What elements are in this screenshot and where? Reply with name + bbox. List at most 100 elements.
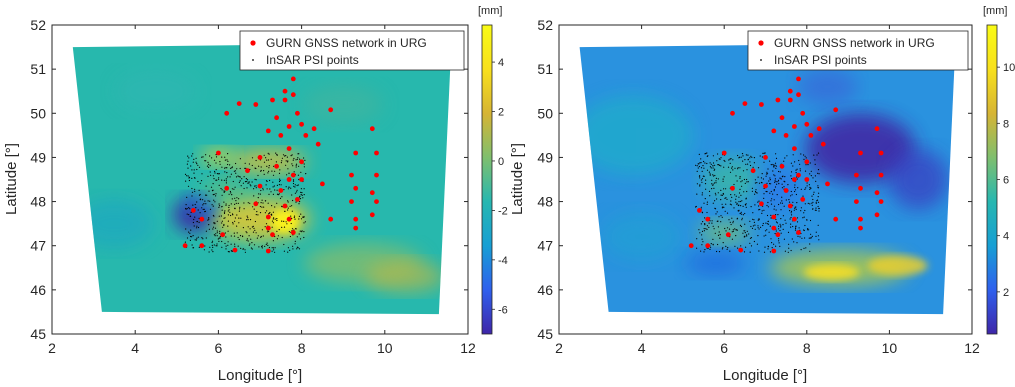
psi-point (718, 251, 721, 253)
psi-point (292, 159, 294, 161)
left-y-ticks: 45 46 47 48 49 50 51 52 (30, 17, 468, 342)
psi-point (711, 183, 713, 185)
psi-point (711, 222, 713, 224)
psi-point (815, 235, 817, 237)
psi-point (299, 198, 302, 200)
gnss-station-marker (825, 181, 830, 187)
psi-point (252, 231, 255, 233)
gnss-station-marker (775, 97, 781, 103)
psi-point (283, 220, 285, 222)
psi-point (199, 182, 201, 184)
gnss-station-marker (286, 216, 292, 222)
psi-point (215, 195, 217, 197)
map-colour-patch (803, 264, 860, 281)
psi-point (296, 158, 298, 160)
psi-point (810, 187, 812, 189)
gnss-station-marker (816, 126, 822, 132)
psi-point (769, 183, 771, 185)
y-tick-label: 52 (537, 17, 553, 33)
psi-point (287, 161, 289, 163)
psi-point (242, 182, 244, 184)
psi-point (292, 180, 295, 182)
psi-point (237, 202, 239, 204)
psi-point (753, 157, 756, 159)
psi-point (796, 178, 798, 180)
psi-point (298, 153, 300, 155)
psi-point (754, 190, 757, 193)
psi-point (803, 216, 805, 218)
psi-point (281, 226, 283, 228)
psi-point (207, 200, 209, 202)
psi-point (225, 182, 227, 184)
psi-point (301, 192, 303, 194)
psi-point (234, 245, 236, 247)
psi-point (197, 180, 199, 183)
psi-point (262, 189, 264, 191)
psi-point (276, 189, 278, 191)
psi-point (221, 179, 223, 181)
psi-point (219, 235, 221, 238)
left-legend-psi-label: InSAR PSI points (266, 53, 359, 67)
psi-point (708, 190, 711, 192)
psi-point (766, 171, 768, 173)
psi-point (279, 179, 281, 182)
psi-point (211, 204, 213, 206)
colorbar-tick-label: 0 (498, 156, 504, 168)
psi-point (266, 188, 268, 190)
psi-point (780, 202, 782, 204)
psi-point (193, 169, 195, 171)
psi-point (747, 159, 749, 161)
psi-point (229, 211, 231, 213)
psi-point (802, 217, 804, 219)
psi-point (285, 221, 287, 223)
psi-point (704, 183, 707, 185)
psi-point (798, 159, 800, 162)
psi-point (271, 250, 273, 252)
psi-point (702, 221, 704, 223)
psi-point (769, 251, 772, 253)
psi-point (779, 245, 781, 247)
psi-point (716, 160, 718, 162)
psi-point (753, 219, 755, 221)
psi-point (303, 231, 305, 233)
psi-point (275, 161, 277, 163)
y-tick-label: 49 (30, 149, 46, 165)
y-tick-label: 49 (537, 149, 553, 165)
psi-point (773, 189, 775, 191)
psi-point (749, 164, 752, 167)
gnss-station-marker (265, 214, 271, 220)
psi-point (234, 186, 236, 188)
psi-point (292, 248, 294, 250)
psi-point (231, 188, 233, 190)
gnss-station-marker (282, 88, 288, 94)
psi-point (190, 229, 192, 231)
psi-point (749, 242, 751, 244)
psi-point (796, 221, 799, 223)
psi-point (216, 245, 218, 247)
psi-point (240, 217, 242, 219)
psi-point (740, 181, 742, 183)
psi-point (300, 171, 302, 173)
psi-point (248, 182, 250, 184)
psi-point (222, 226, 224, 228)
psi-point (747, 163, 749, 165)
psi-point (268, 153, 270, 155)
psi-point (186, 213, 188, 215)
psi-point (766, 229, 768, 231)
psi-point (208, 190, 210, 192)
psi-point (205, 160, 207, 162)
psi-point (215, 245, 217, 247)
psi-point (232, 180, 234, 183)
psi-point (712, 167, 714, 169)
psi-point (737, 167, 739, 169)
psi-point (272, 211, 274, 213)
psi-point (706, 228, 708, 230)
psi-point (696, 247, 698, 249)
psi-point (709, 220, 711, 222)
gnss-station-marker (369, 190, 375, 196)
psi-point (712, 155, 715, 157)
y-tick-label: 46 (30, 282, 46, 298)
psi-point (774, 162, 777, 164)
psi-point (724, 197, 726, 199)
psi-point (753, 162, 756, 164)
